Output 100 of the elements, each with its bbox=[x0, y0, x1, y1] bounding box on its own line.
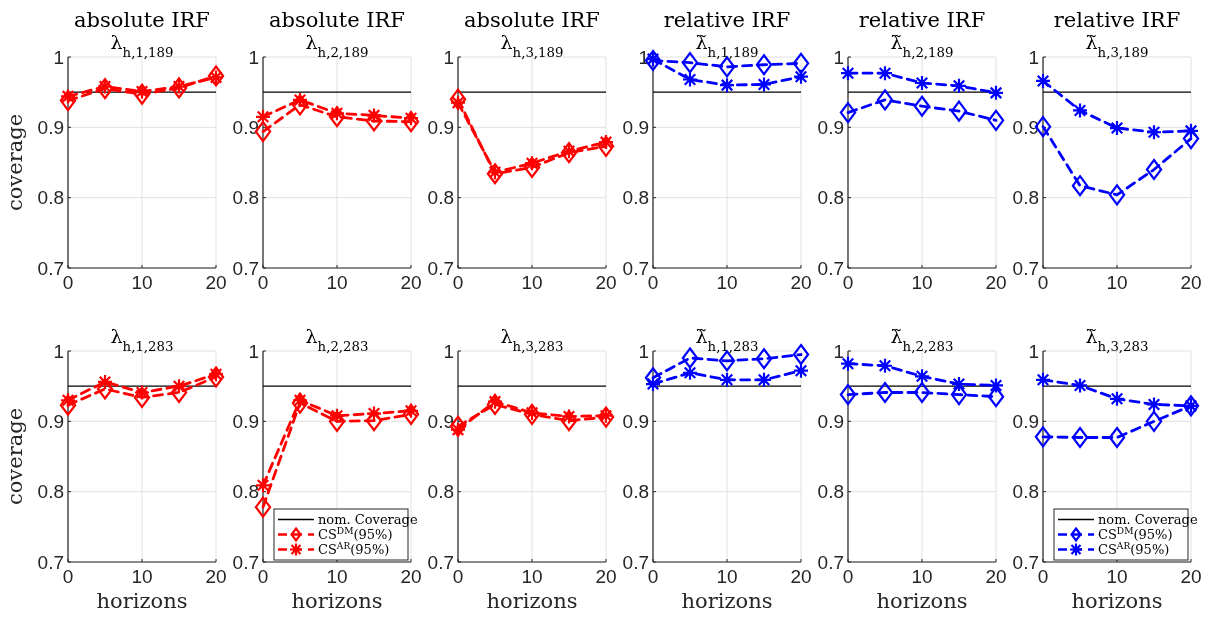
x-tick-label: 10 bbox=[131, 566, 153, 587]
chart-title: λ̃$_{h,2,283}$ bbox=[890, 325, 954, 354]
y-tick-label: 0.8 bbox=[427, 187, 454, 209]
x-tick-label: 10 bbox=[326, 272, 348, 293]
x-tick-label: 10 bbox=[911, 566, 933, 587]
y-tick-label: 0.8 bbox=[232, 187, 259, 209]
x-tick-label: 20 bbox=[790, 566, 812, 587]
y-tick-label: 0.9 bbox=[37, 410, 64, 432]
x-tick-label: 20 bbox=[205, 272, 227, 293]
legend-label: CS$^{AR}$(95%) bbox=[1098, 541, 1170, 558]
y-tick-label: 0.8 bbox=[427, 481, 454, 503]
x-tick-label: 20 bbox=[400, 272, 422, 293]
chart-title: absolute IRF bbox=[269, 8, 405, 32]
y-tick-label: 0.8 bbox=[37, 187, 64, 209]
y-tick-label: 0.8 bbox=[817, 187, 844, 209]
y-tick-label: 0.7 bbox=[622, 257, 649, 279]
x-tick-label: 10 bbox=[716, 566, 738, 587]
y-tick-label: 1 bbox=[1028, 340, 1039, 362]
x-tick-label: 0 bbox=[842, 272, 854, 293]
x-axis-title: horizons bbox=[1071, 589, 1163, 613]
chart-title: absolute IRF bbox=[74, 8, 210, 32]
x-tick-label: 10 bbox=[1106, 272, 1128, 293]
y-tick-label: 0.7 bbox=[817, 551, 844, 573]
x-tick-label: 20 bbox=[595, 566, 617, 587]
y-tick-label: 1 bbox=[833, 340, 844, 362]
y-tick-label: 0.7 bbox=[1012, 257, 1039, 279]
x-tick-label: 0 bbox=[842, 566, 854, 587]
y-tick-label: 1 bbox=[443, 340, 454, 362]
x-tick-label: 10 bbox=[131, 272, 153, 293]
y-tick-label: 0.9 bbox=[817, 116, 844, 138]
y-tick-label: 0.7 bbox=[427, 257, 454, 279]
chart-title: relative IRF bbox=[858, 8, 986, 32]
y-tick-label: 0.9 bbox=[37, 116, 64, 138]
y-tick-label: 0.8 bbox=[37, 481, 64, 503]
x-tick-label: 0 bbox=[1037, 566, 1049, 587]
y-tick-label: 1 bbox=[248, 340, 259, 362]
y-tick-label: 0.8 bbox=[817, 481, 844, 503]
x-tick-label: 20 bbox=[205, 566, 227, 587]
y-tick-label: 0.7 bbox=[817, 257, 844, 279]
x-tick-label: 10 bbox=[326, 566, 348, 587]
x-tick-label: 20 bbox=[1180, 566, 1202, 587]
x-tick-label: 0 bbox=[62, 272, 74, 293]
legend-label: CS$^{DM}$(95%) bbox=[318, 526, 393, 543]
chart-title: relative IRF bbox=[663, 8, 791, 32]
y-tick-label: 0.8 bbox=[622, 187, 649, 209]
x-tick-label: 0 bbox=[647, 272, 659, 293]
chart-subtitle: λ$_{h,3,189}$ bbox=[500, 31, 564, 60]
y-tick-label: 0.9 bbox=[817, 410, 844, 432]
chart-subtitle: λ̃$_{h,2,189}$ bbox=[890, 31, 954, 60]
chart-subtitle: λ$_{h,2,189}$ bbox=[305, 31, 369, 60]
y-tick-label: 0.7 bbox=[232, 551, 259, 573]
chart-title: λ̃$_{h,1,283}$ bbox=[695, 325, 759, 354]
y-tick-label: 0.8 bbox=[1012, 481, 1039, 503]
chart-title: λ̃$_{h,3,283}$ bbox=[1085, 325, 1149, 354]
chart-subtitle: λ̃$_{h,3,189}$ bbox=[1085, 31, 1149, 60]
chart-subtitle: λ$_{h,1,189}$ bbox=[110, 31, 174, 60]
x-axis-title: horizons bbox=[681, 589, 773, 613]
y-tick-label: 0.7 bbox=[622, 551, 649, 573]
x-tick-label: 20 bbox=[985, 272, 1007, 293]
legend-label: nom. Coverage bbox=[318, 512, 418, 528]
y-tick-label: 1 bbox=[53, 340, 64, 362]
x-tick-label: 20 bbox=[1180, 272, 1202, 293]
x-tick-label: 20 bbox=[790, 272, 812, 293]
x-tick-label: 20 bbox=[985, 566, 1007, 587]
x-tick-label: 10 bbox=[521, 566, 543, 587]
chart-title: relative IRF bbox=[1053, 8, 1181, 32]
y-tick-label: 0.8 bbox=[232, 481, 259, 503]
y-axis-title: coverage bbox=[3, 407, 27, 506]
y-tick-label: 0.7 bbox=[427, 551, 454, 573]
y-axis-title: coverage bbox=[3, 113, 27, 212]
y-tick-label: 0.9 bbox=[1012, 410, 1039, 432]
y-tick-label: 0.7 bbox=[37, 551, 64, 573]
x-tick-label: 10 bbox=[1106, 566, 1128, 587]
x-tick-label: 10 bbox=[521, 272, 543, 293]
x-tick-label: 0 bbox=[257, 566, 269, 587]
y-tick-label: 1 bbox=[638, 46, 649, 68]
chart-title: λ$_{h,3,283}$ bbox=[500, 325, 564, 354]
y-tick-label: 0.7 bbox=[1012, 551, 1039, 573]
x-tick-label: 20 bbox=[595, 272, 617, 293]
y-tick-label: 0.8 bbox=[1012, 187, 1039, 209]
legend-label: CS$^{DM}$(95%) bbox=[1098, 526, 1173, 543]
y-tick-label: 0.9 bbox=[427, 116, 454, 138]
y-tick-label: 0.7 bbox=[37, 257, 64, 279]
y-tick-label: 0.9 bbox=[622, 410, 649, 432]
y-tick-label: 1 bbox=[1028, 46, 1039, 68]
x-tick-label: 0 bbox=[452, 566, 464, 587]
x-axis-title: horizons bbox=[876, 589, 968, 613]
y-tick-label: 1 bbox=[443, 46, 454, 68]
chart-title: absolute IRF bbox=[464, 8, 600, 32]
legend-label: CS$^{AR}$(95%) bbox=[318, 541, 390, 558]
x-tick-label: 0 bbox=[62, 566, 74, 587]
legend-label: nom. Coverage bbox=[1098, 512, 1198, 528]
chart-title: λ$_{h,2,283}$ bbox=[305, 325, 369, 354]
y-tick-label: 0.9 bbox=[622, 116, 649, 138]
chart-title: λ$_{h,1,283}$ bbox=[110, 325, 174, 354]
x-tick-label: 10 bbox=[911, 272, 933, 293]
x-tick-label: 0 bbox=[647, 566, 659, 587]
y-tick-label: 0.7 bbox=[232, 257, 259, 279]
y-tick-label: 1 bbox=[638, 340, 649, 362]
x-tick-label: 20 bbox=[400, 566, 422, 587]
